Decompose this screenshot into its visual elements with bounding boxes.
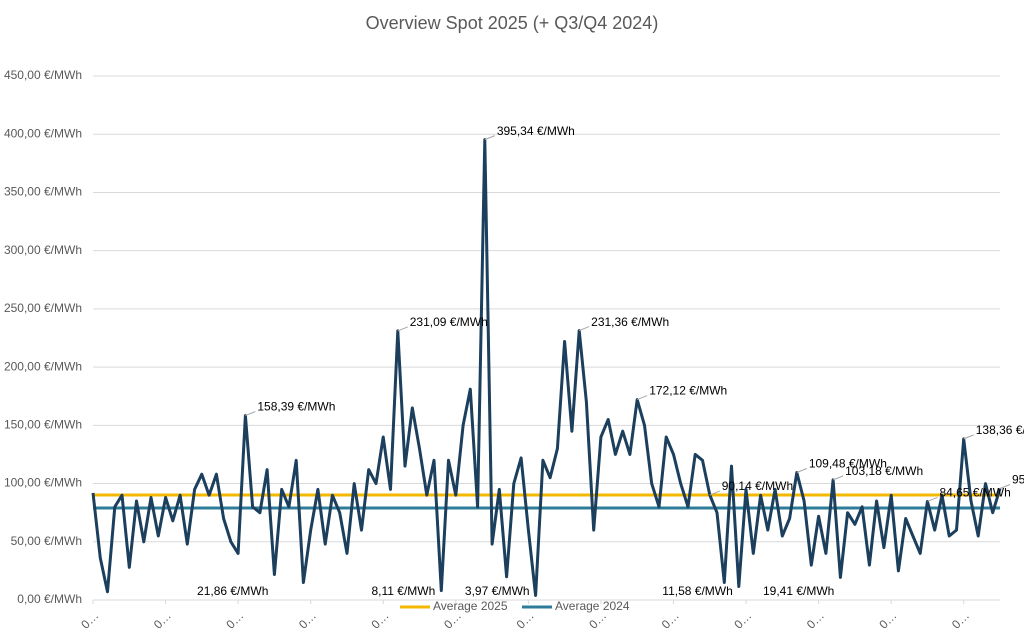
data-label: 158,39 €/MWh	[257, 400, 335, 414]
label-leader	[832, 475, 844, 481]
data-line	[91, 138, 1002, 597]
x-tick-label: 0…	[78, 608, 101, 629]
x-tick-label: 0…	[659, 608, 682, 629]
label-leader	[397, 326, 408, 332]
data-label: 138,36 €/MWh	[976, 423, 1024, 437]
x-tick-label: 0…	[876, 608, 899, 629]
data-label: 84,65 €/MWh	[939, 486, 1010, 500]
label-leader	[927, 496, 938, 502]
label-leader	[578, 326, 590, 332]
x-tick-label: 0…	[731, 608, 754, 629]
legend-label: Average 2025	[433, 599, 508, 613]
data-label: 103,18 €/MWh	[845, 464, 923, 478]
label-leader	[999, 484, 1011, 489]
x-tick-label: 0…	[514, 608, 537, 629]
y-tick-label: 200,00 €/MWh	[4, 359, 82, 373]
data-label: 8,11 €/MWh	[371, 584, 435, 598]
data-label: 90,14 €/MWh	[722, 479, 793, 493]
legend-label: Average 2024	[555, 599, 630, 613]
data-label: 231,36 €/MWh	[591, 315, 669, 329]
y-tick-label: 400,00 €/MWh	[4, 126, 82, 140]
x-tick-label: 0…	[296, 608, 319, 629]
y-tick-label: 150,00 €/MWh	[4, 418, 82, 432]
y-tick-label: 0,00 €/MWh	[17, 592, 82, 606]
label-leader	[637, 395, 648, 401]
data-label: 95,75 €/MWh	[1012, 473, 1024, 487]
data-label: 172,12 €/MWh	[649, 384, 727, 398]
data-label: 21,86 €/MWh	[197, 584, 268, 598]
x-tick-label: 0…	[949, 608, 972, 629]
data-label: 109,48 €/MWh	[809, 457, 887, 471]
data-label: 395,34 €/MWh	[497, 124, 575, 138]
x-tick-label: 0…	[151, 608, 174, 629]
data-label: 19,41 €/MWh	[763, 584, 834, 598]
label-leader	[709, 490, 720, 496]
label-leader	[484, 135, 496, 141]
label-leader	[796, 468, 808, 473]
x-tick-label: 0…	[223, 608, 246, 629]
y-tick-label: 450,00 €/MWh	[4, 68, 82, 82]
y-tick-label: 50,00 €/MWh	[11, 534, 82, 548]
x-tick-label: 0…	[804, 608, 827, 629]
label-leader	[963, 434, 974, 440]
x-tick-label: 0…	[368, 608, 391, 629]
data-label: 3,97 €/MWh	[465, 584, 530, 598]
label-leader	[245, 411, 256, 417]
y-tick-label: 300,00 €/MWh	[4, 243, 82, 257]
y-tick-label: 100,00 €/MWh	[4, 476, 82, 490]
data-label: 11,58 €/MWh	[662, 584, 732, 598]
y-tick-label: 350,00 €/MWh	[4, 185, 82, 199]
data-label: 231,09 €/MWh	[410, 315, 488, 329]
y-tick-label: 250,00 €/MWh	[4, 301, 82, 315]
chart-title: Overview Spot 2025 (+ Q3/Q4 2024)	[366, 13, 659, 33]
